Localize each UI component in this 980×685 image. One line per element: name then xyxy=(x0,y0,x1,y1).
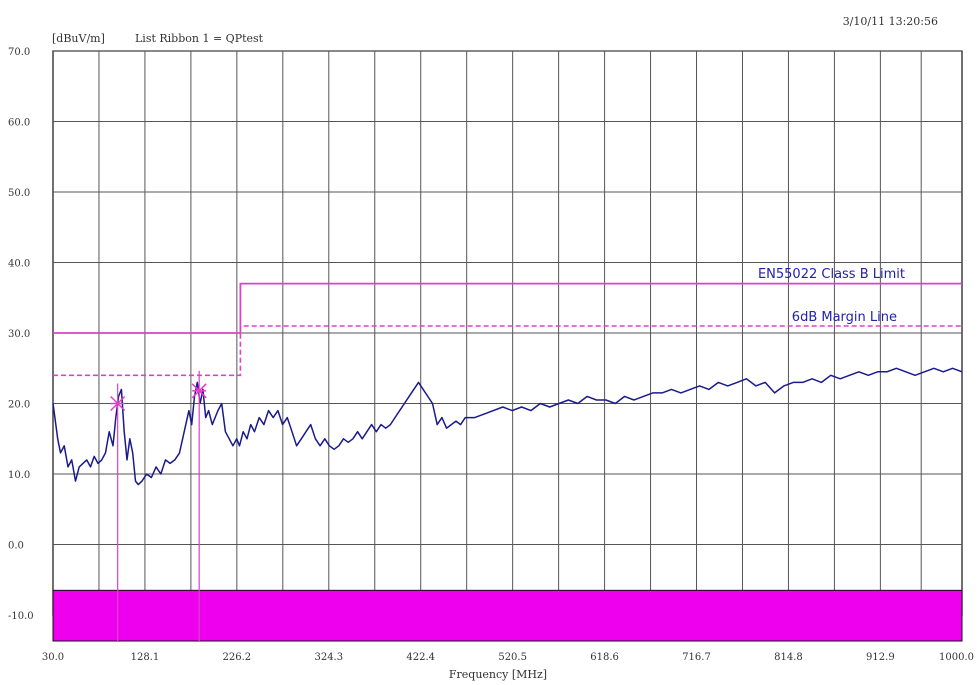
y-tick-label: 10.0 xyxy=(8,470,30,481)
unit-label: [dBuV/m] xyxy=(52,32,105,45)
limit-line xyxy=(53,282,962,334)
y-tick-label: 70.0 xyxy=(8,47,30,58)
x-tick-label: 716.7 xyxy=(682,652,711,663)
x-tick-label: 520.5 xyxy=(498,652,527,663)
y-tick-label: 60.0 xyxy=(8,118,30,129)
x-tick-label: 814.8 xyxy=(774,652,803,663)
timestamp: 3/10/11 13:20:56 xyxy=(843,15,938,28)
y-tick-label: 30.0 xyxy=(8,329,30,340)
y-tick-label: 0.0 xyxy=(8,541,24,552)
margin-label: 6dB Margin Line xyxy=(792,310,897,325)
x-tick-label: 128.1 xyxy=(131,652,160,663)
x-tick-label: 618.6 xyxy=(590,652,619,663)
list-label: List Ribbon 1 = QPtest xyxy=(135,32,264,45)
y-tick-label: -10.0 xyxy=(8,611,34,622)
markers xyxy=(110,370,207,641)
margin-line xyxy=(53,325,962,377)
y-tick-label: 40.0 xyxy=(8,259,30,270)
x-tick-label: 1000.0 xyxy=(939,652,974,663)
x-tick-label: 912.9 xyxy=(866,652,895,663)
magenta-band xyxy=(52,589,963,642)
bottom-band xyxy=(52,589,963,642)
trace xyxy=(52,367,963,486)
limit-lines xyxy=(53,282,962,377)
y-tick-label: 20.0 xyxy=(8,400,30,411)
y-tick-label: 50.0 xyxy=(8,188,30,199)
x-tick-label: 226.2 xyxy=(223,652,252,663)
trace-line xyxy=(52,367,963,486)
x-tick-label: 422.4 xyxy=(406,652,435,663)
x-tick-label: 30.0 xyxy=(42,652,64,663)
x-axis-label: Frequency [MHz] xyxy=(449,668,547,681)
x-tick-label: 324.3 xyxy=(314,652,343,663)
tick-labels: 70.0 60.0 50.0 40.0 30.0 20.0 10.0 0.0 -10.0 30.0… xyxy=(8,47,974,663)
limit-label: EN55022 Class B Limit xyxy=(758,267,905,282)
